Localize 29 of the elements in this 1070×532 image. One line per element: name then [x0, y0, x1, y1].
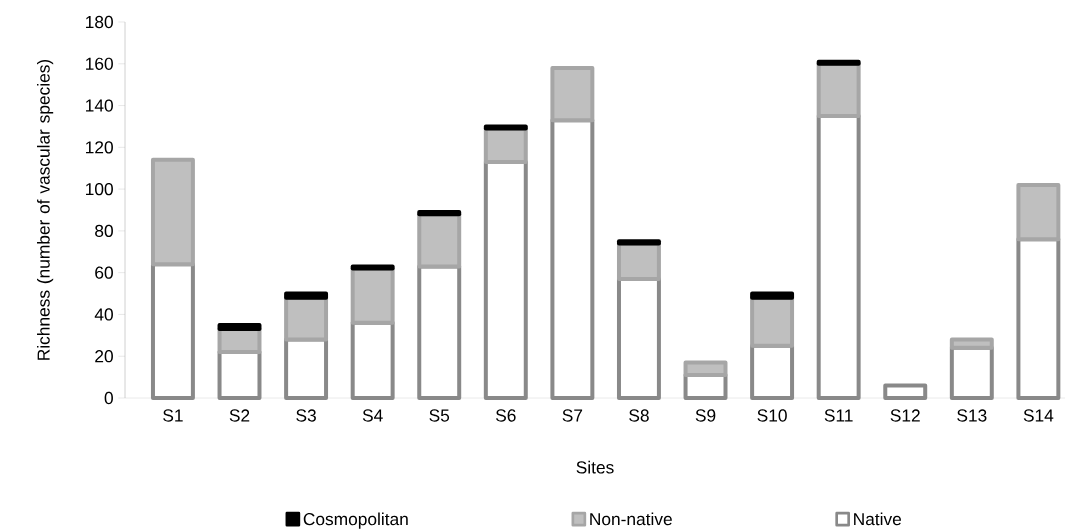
x-tick-label: S7	[562, 409, 583, 422]
x-tick-label: S6	[495, 409, 516, 422]
x-tick-label: S12	[890, 409, 920, 422]
y-tick-label: 40	[94, 308, 113, 321]
x-tick-label: S1	[163, 409, 183, 422]
y-tick-label: 80	[95, 224, 113, 238]
x-tick-label: S10	[757, 409, 787, 422]
legend-label: Cosmopolitan	[303, 512, 408, 529]
y-axis-title: Richness (number of vascular species)	[37, 59, 54, 360]
x-tick-label: S2	[229, 409, 250, 422]
x-tick-label: S4	[362, 409, 383, 422]
y-tick-label: 100	[86, 182, 113, 196]
y-tick-label: 140	[86, 99, 113, 112]
x-tick-label: S3	[296, 409, 316, 422]
y-tick-label: 120	[86, 141, 113, 154]
legend-label: Native	[854, 512, 902, 526]
y-tick-label: 20	[95, 350, 113, 363]
x-tick-label: S8	[629, 409, 649, 422]
x-axis-title: Sites	[576, 460, 614, 474]
y-tick-label: 160	[86, 57, 113, 70]
x-tick-label: S9	[695, 409, 716, 422]
y-tick-label: 0	[104, 391, 113, 405]
x-tick-label: S5	[429, 409, 450, 422]
y-tick-label: 180	[86, 15, 113, 29]
x-tick-label: S14	[1023, 409, 1054, 422]
legend-label: Non-native	[590, 512, 672, 526]
x-tick-label: S13	[957, 409, 987, 422]
y-tick-label: 60	[95, 266, 113, 279]
x-tick-label: S11	[824, 409, 853, 422]
